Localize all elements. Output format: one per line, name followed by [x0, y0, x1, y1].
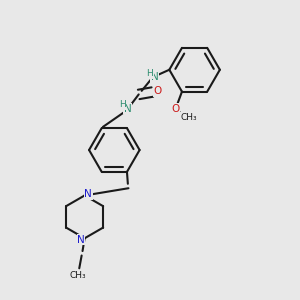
Text: N: N — [151, 73, 158, 82]
Text: H: H — [119, 100, 126, 109]
Text: H: H — [146, 69, 153, 78]
Text: N: N — [84, 189, 92, 199]
Text: O: O — [154, 86, 162, 96]
Text: CH₃: CH₃ — [181, 113, 197, 122]
Text: CH₃: CH₃ — [70, 271, 86, 280]
Text: O: O — [171, 104, 179, 114]
Text: N: N — [124, 104, 131, 114]
Text: N: N — [77, 235, 85, 245]
